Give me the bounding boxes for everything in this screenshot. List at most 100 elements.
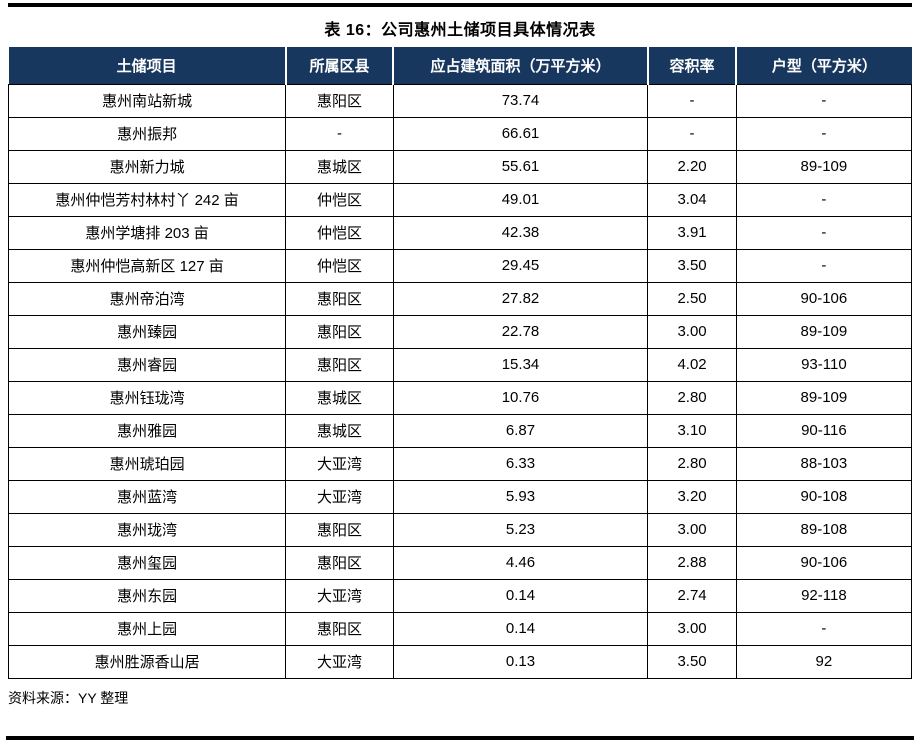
cell-project: 惠州胜源香山居 [7, 644, 287, 679]
table-row: 惠州仲恺高新区 127 亩仲恺区 29.45 3.50- [7, 248, 913, 283]
cell-unit-type: - [735, 248, 913, 283]
column-header-district: 所属区县 [284, 47, 394, 84]
table-row: 惠州雅园 惠城区 6.87 3.10 90-116 [7, 413, 913, 448]
cell-gfa: 27.82 [392, 281, 649, 316]
cell-project: 惠州臻园 [7, 314, 287, 349]
cell-district: 惠阳区 [285, 512, 394, 547]
cell-district: 惠阳区 [285, 83, 394, 118]
cell-unit-type: 90-116 [735, 413, 913, 448]
cell-district: 惠阳区 [285, 611, 394, 646]
cell-district: 惠阳区 [285, 545, 394, 580]
cell-project: 惠州钰珑湾 [7, 380, 287, 415]
cell-gfa: 42.38 [392, 215, 649, 250]
bottom-divider [6, 736, 914, 740]
cell-district: - [285, 116, 394, 151]
cell-project: 惠州帝泊湾 [7, 281, 287, 316]
cell-unit-type: 89-109 [735, 314, 913, 349]
cell-plot-ratio: 3.00 [647, 512, 737, 547]
cell-district: 大亚湾 [285, 578, 394, 613]
cell-unit-type: 92 [735, 644, 913, 679]
cell-district: 大亚湾 [285, 479, 394, 514]
cell-district: 惠阳区 [285, 281, 394, 316]
cell-district: 惠城区 [285, 413, 394, 448]
cell-unit-type: - [735, 83, 913, 118]
cell-plot-ratio: 3.91 [647, 215, 737, 250]
cell-unit-type: - [735, 182, 913, 217]
cell-project: 惠州蓝湾 [7, 479, 287, 514]
cell-gfa: 0.14 [392, 611, 649, 646]
cell-district: 惠阳区 [285, 347, 394, 382]
cell-unit-type: 90-106 [735, 281, 913, 316]
cell-plot-ratio: 2.74 [647, 578, 737, 613]
cell-plot-ratio: - [647, 116, 737, 151]
cell-unit-type: 89-108 [735, 512, 913, 547]
table-row: 惠州上园 惠阳区 0.14 3.00- [7, 611, 913, 646]
cell-project: 惠州学塘排 203 亩 [7, 215, 287, 250]
cell-unit-type: - [735, 116, 913, 151]
column-header-gfa: 应占建筑面积（万平方米） [392, 47, 648, 84]
table-row: 惠州振邦 -66.61- - [7, 116, 913, 151]
table-title: 表 16：公司惠州土储项目具体情况表 [324, 22, 596, 39]
table-row: 惠州学塘排 203 亩仲恺区 42.38 3.91- [7, 215, 913, 250]
cell-gfa: 66.61 [392, 116, 649, 151]
table-row: 惠州仲恺芳村林村丫 242 亩仲恺区 49.01 3.04- [7, 182, 913, 217]
cell-plot-ratio: 2.80 [647, 446, 737, 481]
column-header-project: 土储项目 [8, 47, 286, 84]
cell-project: 惠州琥珀园 [7, 446, 287, 481]
cell-unit-type: 88-103 [735, 446, 913, 481]
cell-plot-ratio: 2.50 [647, 281, 737, 316]
cell-district: 惠阳区 [285, 314, 394, 349]
cell-project: 惠州玺园 [7, 545, 287, 580]
cell-district: 仲恺区 [285, 182, 394, 217]
cell-gfa: 4.46 [392, 545, 649, 580]
cell-plot-ratio: 3.20 [647, 479, 737, 514]
cell-plot-ratio: 3.50 [647, 644, 737, 679]
cell-district: 仲恺区 [285, 248, 394, 283]
cell-gfa: 73.74 [392, 83, 649, 118]
cell-unit-type: 89-109 [735, 149, 913, 184]
cell-plot-ratio: 3.10 [647, 413, 737, 448]
land-reserve-table: 土储项目 所属区县 应占建筑面积（万平方米） 容积率 户型（平方米） 惠州南站新… [7, 47, 913, 679]
cell-project: 惠州珑湾 [7, 512, 287, 547]
table-row: 惠州臻园 惠阳区 22.78 3.00 89-109 [7, 314, 913, 349]
cell-project: 惠州振邦 [7, 116, 287, 151]
cell-gfa: 22.78 [392, 314, 649, 349]
table-row: 惠州蓝湾 大亚湾 5.93 3.20 90-108 [7, 479, 913, 514]
cell-plot-ratio: 3.00 [647, 314, 737, 349]
cell-project: 惠州新力城 [7, 149, 287, 184]
cell-gfa: 29.45 [392, 248, 649, 283]
top-divider [8, 3, 912, 7]
cell-gfa: 15.34 [392, 347, 649, 382]
cell-project: 惠州东园 [7, 578, 287, 613]
column-header-plot-ratio: 容积率 [646, 47, 737, 84]
cell-plot-ratio: 3.50 [647, 248, 737, 283]
table-body: 惠州南站新城 惠阳区 73.74- - 惠州振邦 -66.61- - 惠州新力城 惠城区 55.6… [7, 83, 913, 679]
cell-project: 惠州雅园 [7, 413, 287, 448]
cell-gfa: 5.93 [392, 479, 649, 514]
cell-plot-ratio: 2.20 [647, 149, 737, 184]
table-header-row: 土储项目 所属区县 应占建筑面积（万平方米） 容积率 户型（平方米） [8, 47, 912, 84]
cell-project: 惠州仲恺芳村林村丫 242 亩 [7, 182, 287, 217]
source-note: 资料来源：YY 整理 [8, 689, 129, 706]
table-row: 惠州胜源香山居 大亚湾 0.13 3.50 92 [7, 644, 913, 679]
cell-project: 惠州仲恺高新区 127 亩 [7, 248, 287, 283]
cell-project: 惠州南站新城 [7, 83, 287, 118]
cell-plot-ratio: 4.02 [647, 347, 737, 382]
cell-district: 大亚湾 [285, 446, 394, 481]
cell-unit-type: 93-110 [735, 347, 913, 382]
cell-district: 大亚湾 [285, 644, 394, 679]
cell-gfa: 0.13 [392, 644, 649, 679]
cell-plot-ratio: - [647, 83, 737, 118]
cell-unit-type: 92-118 [735, 578, 913, 613]
cell-gfa: 0.14 [392, 578, 649, 613]
cell-gfa: 55.61 [392, 149, 649, 184]
cell-gfa: 6.33 [392, 446, 649, 481]
cell-district: 惠城区 [285, 149, 394, 184]
cell-gfa: 49.01 [392, 182, 649, 217]
cell-unit-type: 90-108 [735, 479, 913, 514]
table-row: 惠州东园 大亚湾 0.14 2.74 92-118 [7, 578, 913, 613]
table-row: 惠州帝泊湾 惠阳区 27.82 2.50 90-106 [7, 281, 913, 316]
cell-project: 惠州睿园 [7, 347, 287, 382]
table-row: 惠州琥珀园 大亚湾 6.33 2.80 88-103 [7, 446, 913, 481]
